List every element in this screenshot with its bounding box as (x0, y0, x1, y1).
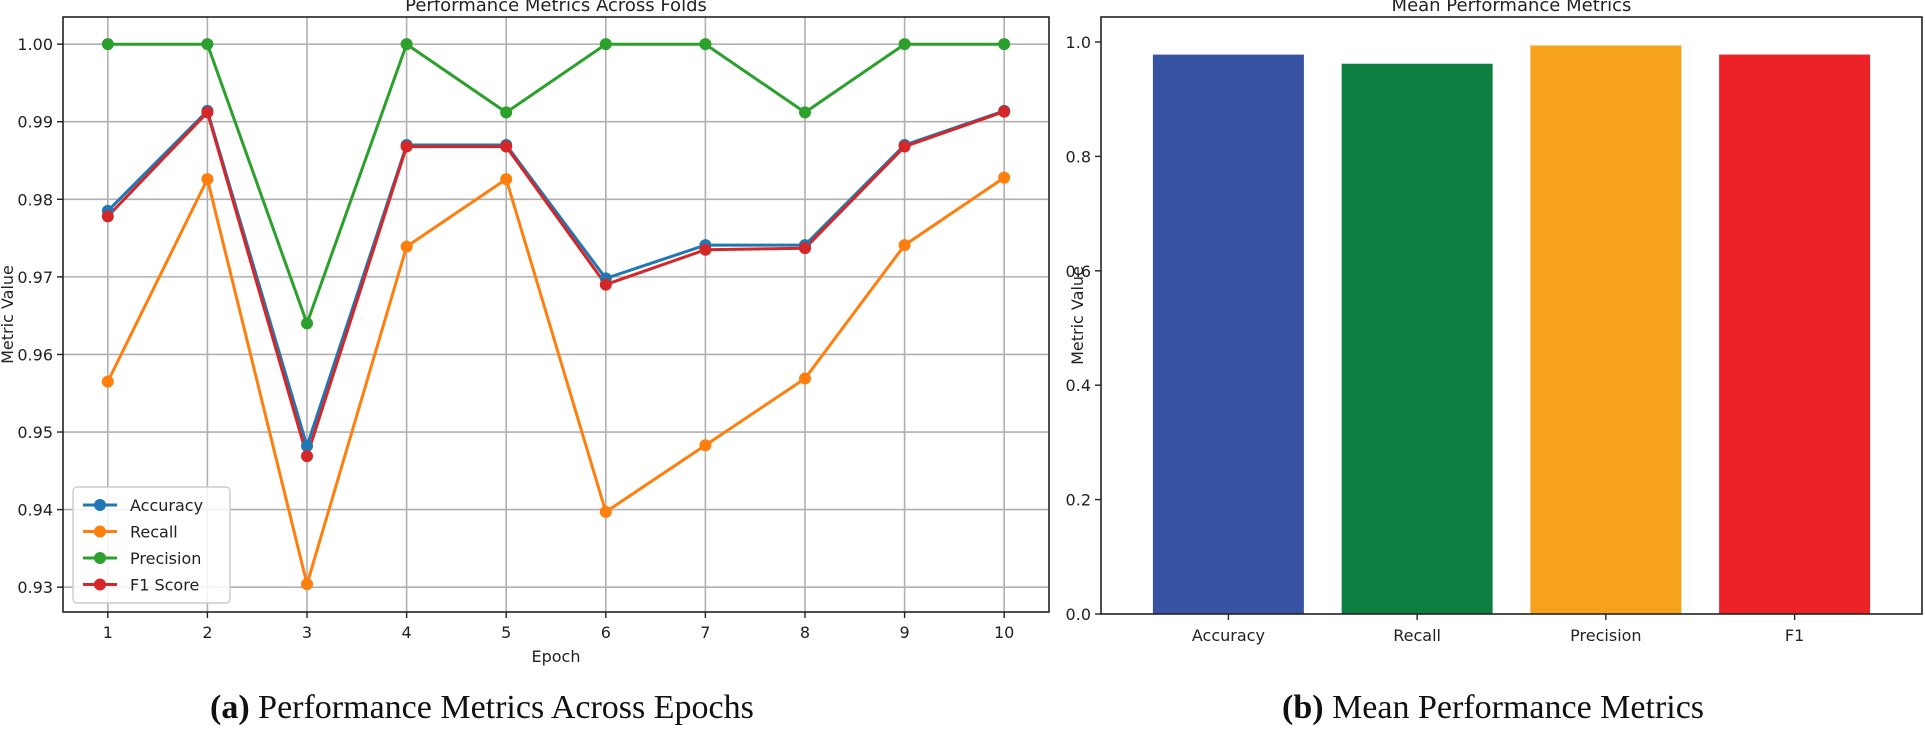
y-tick-label: 0.96 (17, 345, 53, 364)
data-point (599, 278, 612, 291)
legend-marker (94, 552, 106, 564)
series-line (107, 41, 1005, 328)
y-tick-label: 0.8 (1066, 147, 1091, 166)
data-point (400, 240, 413, 253)
legend-marker (94, 499, 106, 511)
caption-b: (b) Mean Performance Metrics (1282, 686, 1704, 730)
chart-title: Performance Metrics Across Folds (405, 0, 707, 16)
legend-label: Accuracy (130, 496, 203, 515)
y-tick-label: 0.97 (17, 268, 53, 287)
caption-a: (a) Performance Metrics Across Epochs (210, 686, 754, 730)
y-tick-label: 1.00 (17, 35, 53, 54)
legend-box (72, 486, 231, 604)
data-point (201, 173, 214, 186)
data-point (400, 140, 413, 153)
bar (1152, 54, 1304, 614)
data-point (599, 505, 612, 518)
legend-label: Precision (130, 549, 201, 568)
bar (1719, 54, 1871, 614)
x-tick-label: 3 (302, 623, 312, 642)
x-tick-label: Precision (1570, 626, 1641, 645)
legend-label: Recall (130, 523, 178, 542)
data-point (599, 38, 612, 51)
data-point (898, 38, 911, 51)
bar (1530, 45, 1682, 614)
data-point (898, 140, 911, 153)
y-axis-label: Metric Value (1068, 266, 1087, 365)
x-tick-label: 10 (994, 623, 1014, 642)
x-tick-label: Recall (1393, 626, 1441, 645)
data-point (798, 106, 811, 119)
data-point (101, 375, 114, 388)
y-tick-label: 0.93 (17, 578, 53, 597)
caption-b-label: (b) (1282, 689, 1324, 726)
data-point (101, 210, 114, 223)
y-tick-label: 0.98 (17, 190, 53, 209)
data-point (500, 173, 513, 186)
data-point (699, 38, 712, 51)
data-point (500, 140, 513, 153)
x-tick-label: 9 (899, 623, 909, 642)
x-tick-label: 8 (800, 623, 810, 642)
data-point (301, 578, 314, 591)
y-tick-label: 1.0 (1066, 33, 1091, 52)
data-point (699, 439, 712, 452)
bar (1341, 63, 1493, 615)
data-point (101, 38, 114, 51)
legend-marker (94, 578, 106, 591)
data-point (201, 38, 214, 51)
caption-a-label: (a) (210, 689, 250, 726)
data-point (699, 243, 712, 256)
x-tick-label: 6 (601, 623, 611, 642)
data-point (998, 171, 1011, 184)
caption-a-text: Performance Metrics Across Epochs (249, 689, 754, 726)
data-point (301, 317, 314, 330)
y-tick-label: 0.2 (1066, 491, 1091, 510)
series-line (106, 174, 1006, 590)
x-tick-label: 7 (700, 623, 710, 642)
x-tick-label: 1 (103, 623, 113, 642)
chart-title: Mean Performance Metrics (1392, 0, 1632, 16)
line-chart-panel: 1 2 3 4 5 6 7 8 9 10 0.93 0.94 0.95 0.96 0.97 0.98 0.99 1… (0, 0, 1050, 666)
data-point (798, 242, 811, 255)
x-tick-label: 2 (202, 623, 212, 642)
x-tick-label: 5 (501, 623, 511, 642)
series-line (106, 109, 1005, 462)
bar-chart-panel: Accuracy Recall Precision F1 0.0 0.2 0.4 0.6 0.8… (1066, 0, 1923, 645)
data-point (998, 38, 1011, 51)
data-point (798, 372, 811, 385)
y-tick-label: 0.0 (1066, 605, 1091, 624)
data-point (201, 106, 214, 119)
legend-label: F1 Score (130, 576, 199, 595)
data-point (998, 105, 1011, 118)
caption-b-text: Mean Performance Metrics (1323, 689, 1705, 726)
x-tick-label: F1 (1785, 626, 1804, 645)
legend-marker (94, 525, 106, 538)
data-point (500, 106, 513, 119)
y-tick-label: 0.95 (17, 423, 53, 442)
data-point (898, 239, 911, 252)
plot-frame (1100, 16, 1923, 615)
x-axis-label: Epoch (532, 647, 581, 666)
series-line (106, 108, 1005, 452)
y-axis-label: Metric Value (0, 265, 17, 364)
data-point (301, 450, 314, 463)
x-tick-label: 4 (402, 623, 412, 642)
y-tick-label: 0.4 (1066, 376, 1091, 395)
y-tick-label: 0.6 (1066, 262, 1091, 281)
data-point (400, 38, 413, 51)
data-point (301, 439, 314, 452)
plot-frame (62, 16, 1050, 613)
x-tick-label: Accuracy (1192, 626, 1265, 645)
y-tick-label: 0.94 (17, 501, 53, 520)
y-tick-label: 0.99 (17, 113, 53, 132)
